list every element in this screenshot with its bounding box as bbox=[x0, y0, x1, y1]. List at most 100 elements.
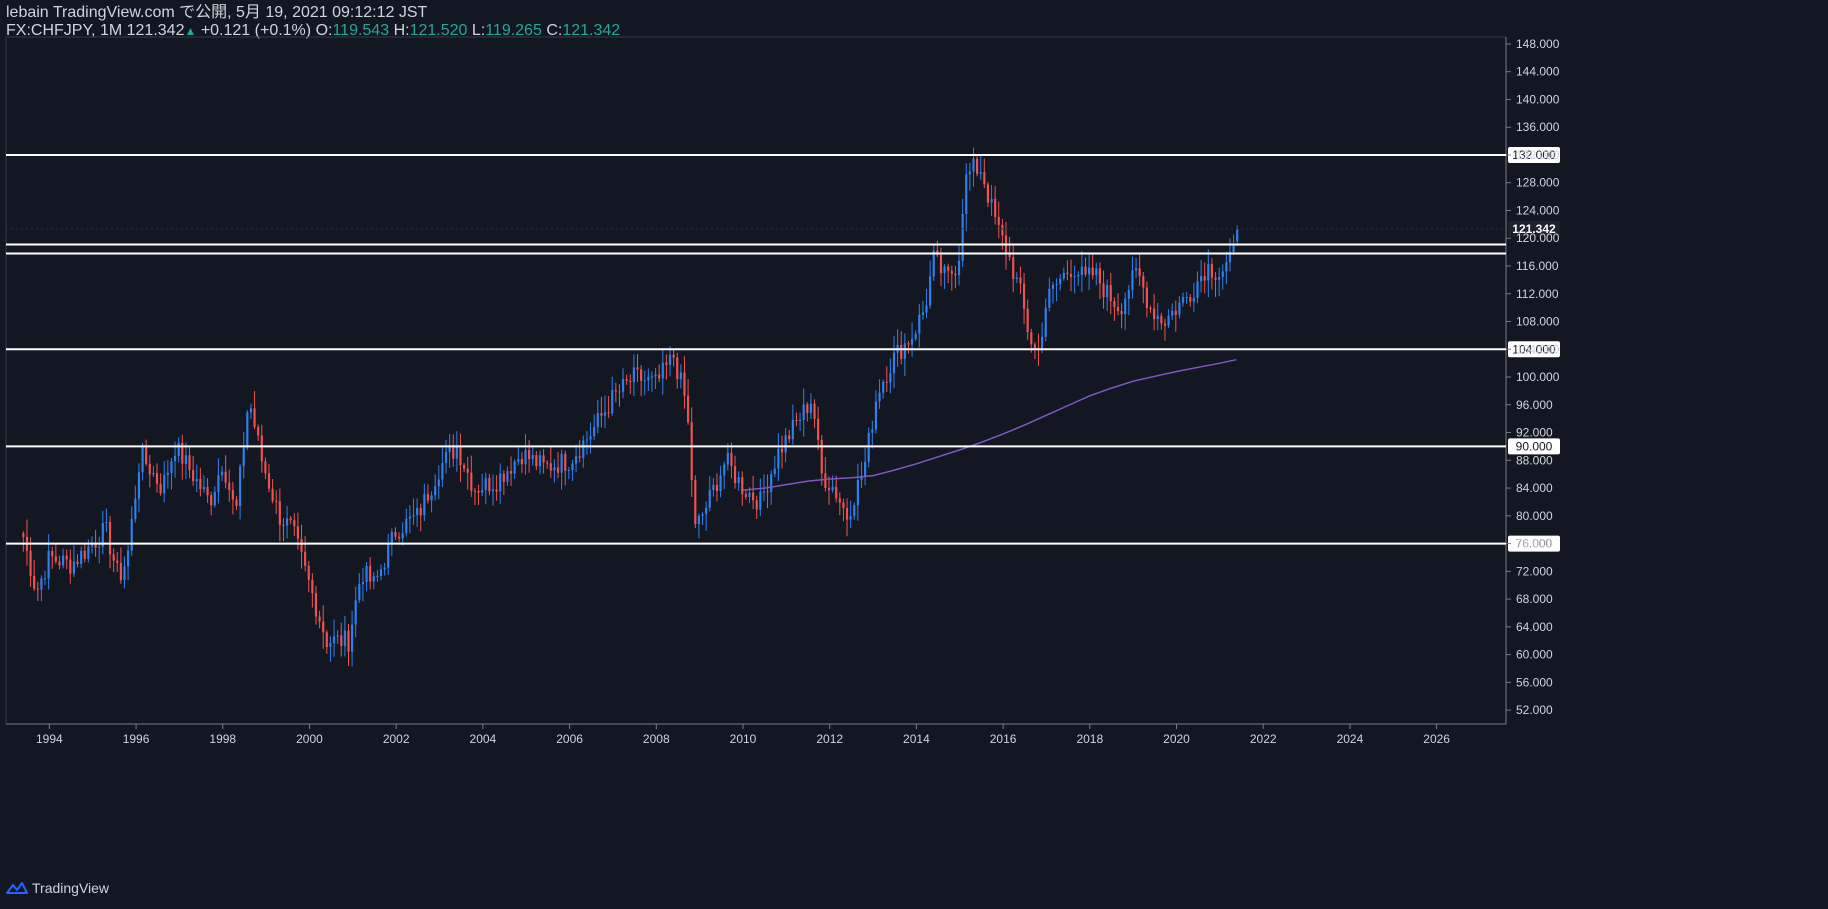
candle-body bbox=[390, 532, 393, 544]
candle bbox=[336, 630, 339, 644]
candle-body bbox=[217, 475, 220, 492]
candle-body bbox=[325, 632, 328, 648]
candle-body bbox=[495, 489, 498, 492]
last-price-label: 121.342 bbox=[1512, 222, 1556, 236]
candle bbox=[1210, 258, 1214, 290]
candle-body bbox=[777, 448, 780, 469]
candle bbox=[152, 466, 155, 477]
candle-body bbox=[733, 466, 737, 484]
candle bbox=[365, 562, 368, 592]
candle-body bbox=[625, 379, 628, 381]
price-change: +0.121 (+0.1%) bbox=[200, 22, 312, 39]
candle bbox=[932, 245, 935, 281]
candle bbox=[1098, 262, 1102, 300]
candle bbox=[257, 424, 260, 441]
candle bbox=[900, 331, 903, 365]
candle bbox=[181, 434, 184, 480]
candle-body bbox=[983, 172, 986, 185]
candle-body bbox=[459, 446, 462, 466]
candle bbox=[979, 155, 982, 180]
candle-body bbox=[643, 380, 646, 382]
price-axis[interactable]: 52.000 56.000 60.000 64.000 68.000 72.000 76.0… bbox=[1506, 37, 1560, 717]
candle-body bbox=[1185, 297, 1188, 299]
candle bbox=[401, 522, 404, 546]
candle bbox=[1134, 257, 1138, 279]
candle-body bbox=[437, 479, 440, 487]
candle bbox=[701, 511, 704, 525]
candle bbox=[936, 240, 939, 258]
x-tick-label: 2024 bbox=[1337, 732, 1364, 746]
candle-body bbox=[181, 442, 184, 464]
level-label-box bbox=[1508, 535, 1560, 552]
candle bbox=[195, 464, 198, 493]
candle bbox=[806, 402, 809, 422]
y-tick-label: 148.000 bbox=[1516, 37, 1560, 51]
candle bbox=[542, 449, 545, 474]
y-tick-label: 140.000 bbox=[1516, 92, 1560, 106]
candle-body bbox=[1008, 253, 1011, 258]
candle-body bbox=[882, 381, 885, 393]
candle-body bbox=[1113, 301, 1116, 308]
candle bbox=[1225, 251, 1228, 285]
candle-body bbox=[517, 459, 520, 462]
candle bbox=[101, 510, 104, 555]
y-tick-label: 128.000 bbox=[1516, 176, 1560, 190]
candle-body bbox=[820, 439, 823, 474]
candle-body bbox=[448, 447, 451, 453]
candle-body bbox=[972, 158, 975, 172]
candle-body bbox=[1059, 278, 1062, 284]
y-tick-label: 92.000 bbox=[1516, 426, 1553, 440]
candle bbox=[845, 498, 849, 537]
candle-body bbox=[1214, 277, 1217, 280]
candle bbox=[1142, 272, 1145, 304]
horizontal-levels[interactable]: 132.000 104.000 90.000 76.000 121.342 bbox=[6, 146, 1560, 552]
candle-body bbox=[90, 544, 94, 547]
candle bbox=[184, 442, 187, 480]
candle-body bbox=[798, 419, 802, 422]
candle-body bbox=[802, 404, 805, 420]
candle bbox=[965, 163, 968, 232]
candle bbox=[1200, 259, 1203, 293]
time-axis[interactable]: 1994 1996 1998 2000 2002 2004 2006 2008 2010 2012… bbox=[36, 724, 1450, 746]
candle-body bbox=[636, 367, 639, 370]
candle-body bbox=[549, 463, 552, 471]
candle bbox=[231, 481, 234, 515]
candle bbox=[253, 391, 256, 430]
candle-body bbox=[621, 379, 625, 392]
candle bbox=[90, 536, 94, 554]
candle bbox=[127, 545, 130, 581]
x-tick-label: 2002 bbox=[383, 732, 410, 746]
candle-body bbox=[491, 489, 495, 492]
candle bbox=[517, 447, 520, 466]
candle bbox=[1048, 277, 1051, 312]
candle bbox=[531, 447, 534, 466]
candle bbox=[1203, 262, 1206, 294]
candle bbox=[491, 474, 495, 506]
candle bbox=[676, 352, 679, 389]
candle-body bbox=[134, 498, 137, 519]
candle bbox=[705, 501, 708, 531]
candle bbox=[719, 465, 722, 498]
candle-body bbox=[1044, 307, 1047, 337]
candle-body bbox=[618, 391, 621, 393]
close-label: C: bbox=[546, 22, 563, 39]
candle bbox=[546, 460, 549, 469]
candle-body bbox=[744, 494, 747, 498]
candle-body bbox=[1232, 244, 1235, 252]
candle bbox=[827, 476, 831, 505]
candle bbox=[477, 484, 480, 505]
candle bbox=[108, 516, 112, 569]
candle-body bbox=[231, 490, 234, 500]
candle-body bbox=[455, 446, 458, 459]
candle bbox=[448, 433, 451, 469]
y-tick-label: 104.000 bbox=[1516, 342, 1560, 356]
candle bbox=[459, 433, 462, 483]
candle bbox=[752, 475, 755, 510]
y-tick-label: 68.000 bbox=[1516, 592, 1553, 606]
candle bbox=[394, 527, 397, 540]
candle-body bbox=[871, 429, 874, 433]
candle-body bbox=[957, 260, 961, 276]
candle-body bbox=[726, 452, 729, 465]
candle-body bbox=[1109, 285, 1112, 302]
